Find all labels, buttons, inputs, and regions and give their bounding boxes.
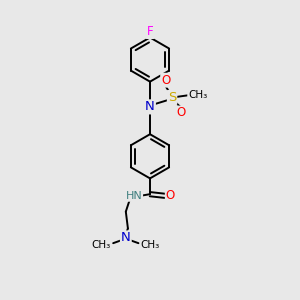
- Text: CH₃: CH₃: [92, 240, 111, 250]
- Text: O: O: [166, 189, 175, 202]
- Text: N: N: [145, 100, 155, 113]
- Text: CH₃: CH₃: [141, 240, 160, 250]
- Text: CH₃: CH₃: [188, 90, 207, 100]
- Text: S: S: [168, 91, 176, 104]
- Text: O: O: [161, 74, 170, 87]
- Text: F: F: [147, 25, 153, 38]
- Text: O: O: [176, 106, 186, 119]
- Text: N: N: [121, 231, 131, 244]
- Text: HN: HN: [125, 191, 142, 201]
